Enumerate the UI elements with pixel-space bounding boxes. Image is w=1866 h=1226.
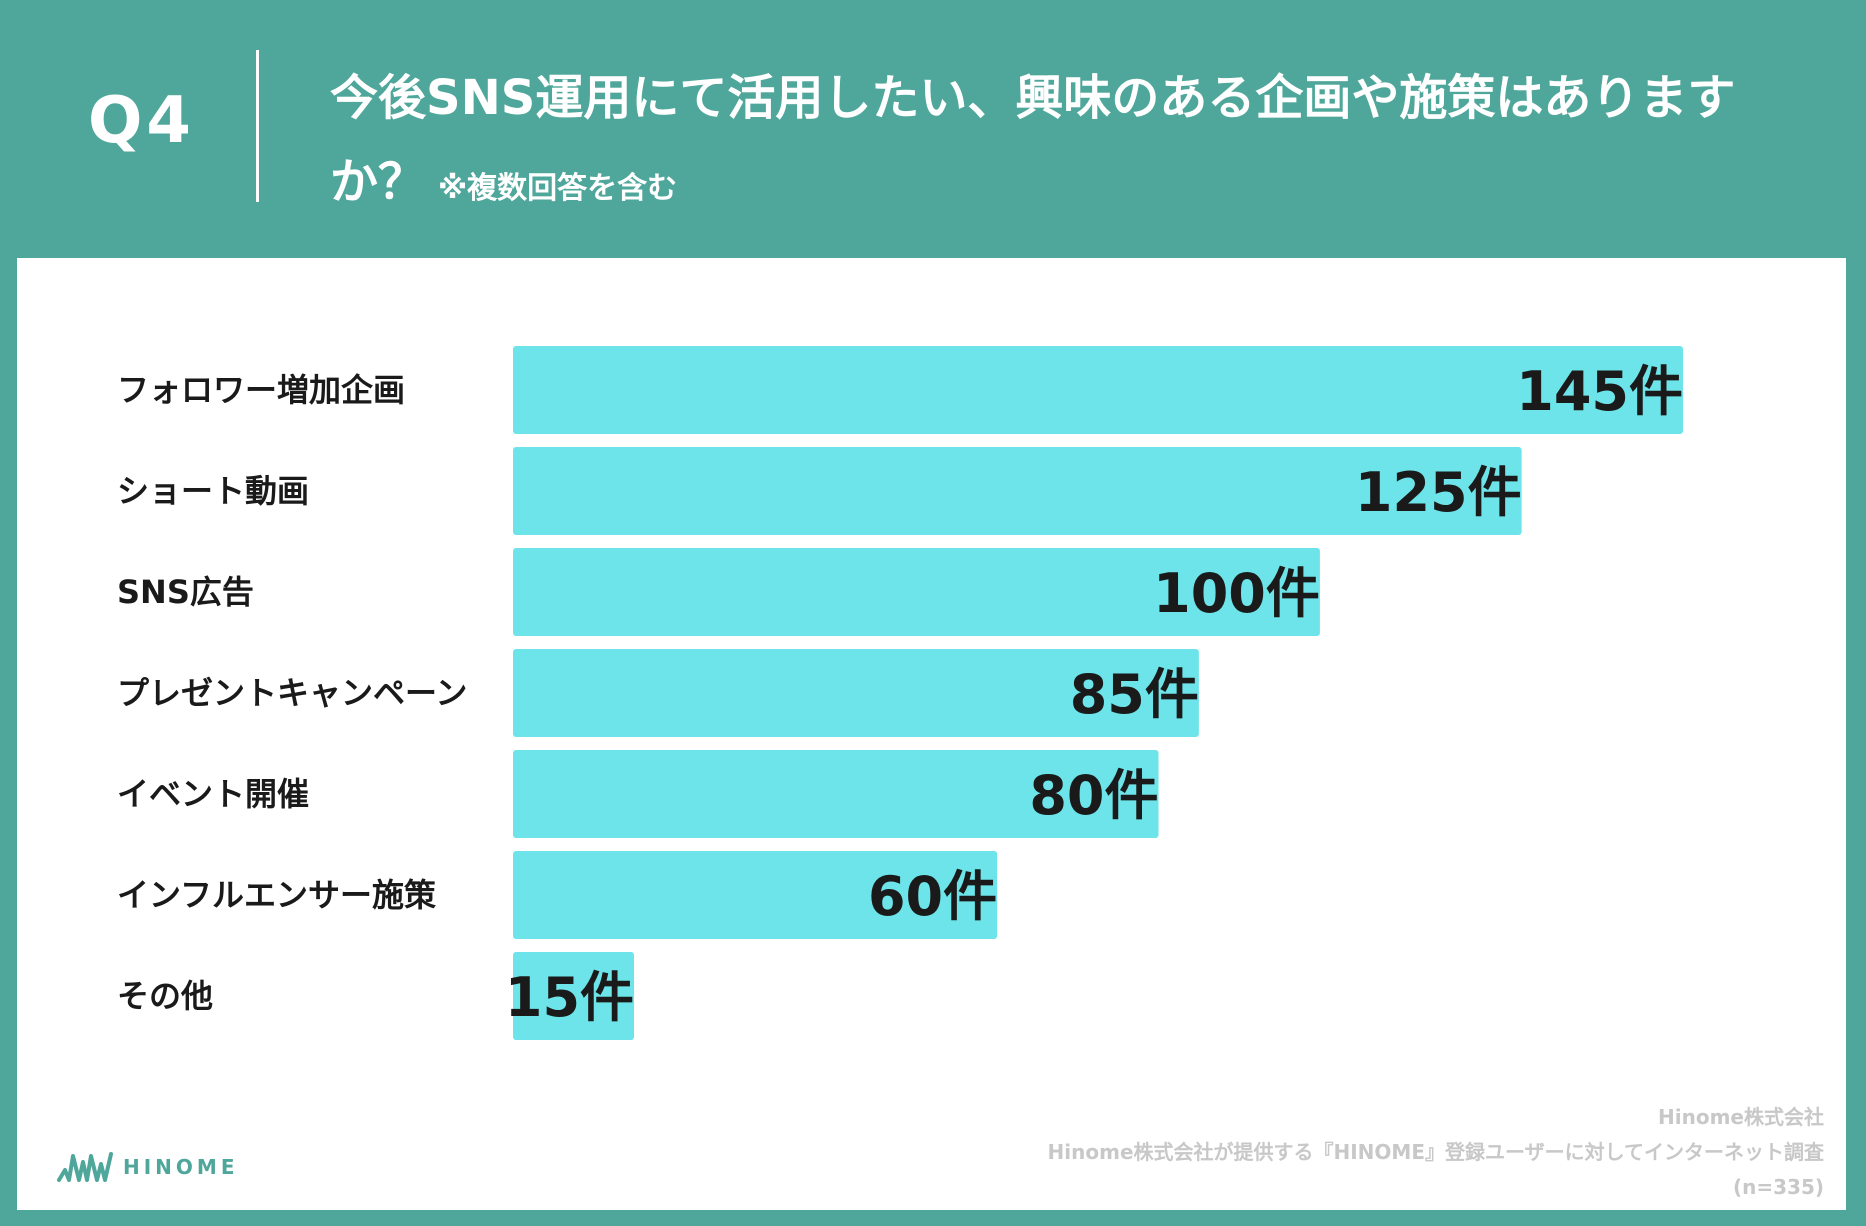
bar-value-label: 15件 xyxy=(505,966,634,1029)
bar xyxy=(513,750,1159,838)
bar-value-label: 60件 xyxy=(868,865,997,928)
category-label: プレゼントキャンペーン xyxy=(117,674,467,712)
category-label: SNS広告 xyxy=(117,573,254,611)
bar xyxy=(513,548,1320,636)
source-footer: Hinome株式会社 Hinome株式会社が提供する『HINOME』登録ユーザー… xyxy=(1048,1100,1824,1205)
category-label: イベント開催 xyxy=(117,775,309,813)
bar-value-label: 80件 xyxy=(1029,764,1158,827)
bar xyxy=(513,649,1199,737)
category-label: フォロワー増加企画 xyxy=(117,371,405,409)
category-label: その他 xyxy=(117,977,213,1015)
question-title: 今後SNS運用にて活用したい、興味のある企画や施策はありますか？ ※複数回答を含む xyxy=(330,56,1750,231)
bar xyxy=(513,952,635,1040)
question-note: ※複数回答を含む xyxy=(438,171,678,206)
bar xyxy=(513,851,998,939)
footer-sample-size: (n=335) xyxy=(1732,1175,1824,1199)
footer-survey-note: Hinome株式会社が提供する『HINOME』登録ユーザーに対してインターネット… xyxy=(1047,1140,1824,1164)
bar xyxy=(513,346,1683,434)
category-label: インフルエンサー施策 xyxy=(117,876,436,914)
question-number: Q4 xyxy=(88,84,195,158)
bar-value-label: 145件 xyxy=(1516,360,1683,423)
bar-value-label: 100件 xyxy=(1153,562,1320,625)
chart-card: フォロワー増加企画 145件ショート動画 125件 SNS広告 100件プレゼントキャン… xyxy=(17,258,1846,1210)
bar-value-label: 125件 xyxy=(1355,461,1522,524)
category-label: ショート動画 xyxy=(117,472,309,510)
logo-text: HINOME xyxy=(123,1155,239,1179)
header: Q4 今後SNS運用にて活用したい、興味のある企画や施策はありますか？ ※複数回答… xyxy=(0,0,1866,258)
question-title-text: 今後SNS運用にて活用したい、興味のある企画や施策はありますか？ xyxy=(330,70,1736,210)
hinome-logo: HINOME xyxy=(57,1150,238,1184)
footer-company: Hinome株式会社 xyxy=(1658,1105,1824,1129)
bar xyxy=(513,447,1522,535)
header-divider xyxy=(256,50,259,202)
bar-value-label: 85件 xyxy=(1070,663,1199,726)
hinome-logo-icon xyxy=(57,1152,113,1182)
